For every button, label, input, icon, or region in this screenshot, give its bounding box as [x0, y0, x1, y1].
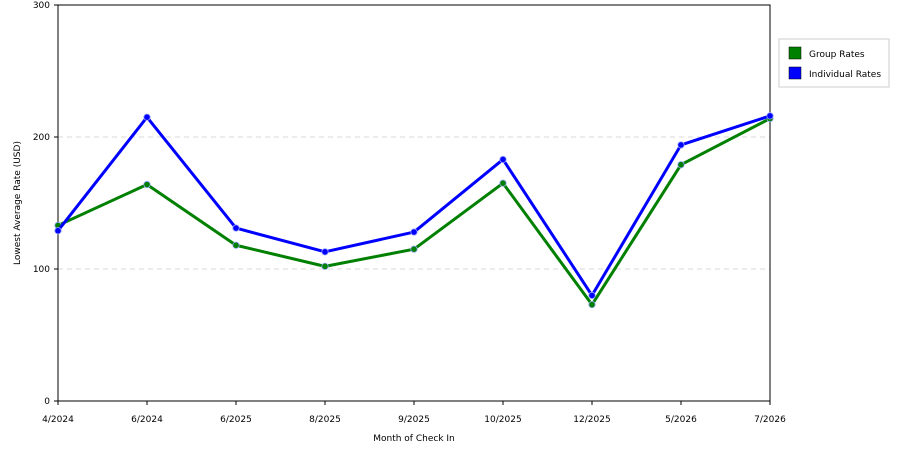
legend-swatch-group-rates [788, 46, 802, 60]
data-point-group-rates [410, 245, 418, 253]
legend-label-individual-rates: Individual Rates [809, 70, 881, 80]
data-point-group-rates [588, 301, 596, 309]
y-tick-label: 200 [33, 133, 50, 143]
x-tick-label: 7/2026 [754, 415, 786, 425]
gridlines [58, 136, 770, 270]
data-point-group-rates [499, 179, 507, 187]
y-tick-label: 0 [44, 397, 50, 407]
series-line-individual-rates [56, 114, 772, 297]
x-tick-label: 10/2025 [484, 415, 521, 425]
legend-label-group-rates: Group Rates [809, 50, 865, 60]
y-axis-title: Lowest Average Rate (USD) [13, 141, 23, 265]
data-point-individual-rates [54, 227, 62, 235]
x-tick-label: 8/2025 [309, 415, 341, 425]
y-tick-label: 300 [33, 1, 50, 11]
x-tick-label: 9/2025 [398, 415, 430, 425]
data-point-individual-rates [410, 228, 418, 236]
data-point-individual-rates [321, 248, 329, 256]
x-tick-label: 6/2025 [220, 415, 252, 425]
series-lines [54, 112, 774, 309]
y-tick-label: 100 [33, 265, 50, 275]
series-line-group-rates [56, 117, 772, 307]
axis-ticks: 0 100 200 300 4/2024 6/2024 6/2025 8/2025 9/2025… [33, 1, 786, 425]
x-tick-label: 4/2024 [42, 415, 74, 425]
data-point-group-rates [143, 180, 151, 189]
data-point-group-rates [321, 262, 329, 270]
legend-swatch-individual-rates [788, 66, 802, 80]
data-point-individual-rates [143, 113, 151, 121]
data-point-individual-rates [232, 224, 240, 232]
data-point-individual-rates [766, 112, 774, 120]
data-point-individual-rates [588, 291, 596, 299]
x-tick-label: 12/2025 [573, 415, 610, 425]
legend: Group Rates Individual Rates [778, 38, 890, 88]
data-point-individual-rates [677, 141, 685, 149]
data-point-group-rates [677, 161, 685, 169]
data-point-group-rates [232, 241, 240, 249]
x-axis-title: Month of Check In [373, 434, 455, 444]
plot-area [57, 4, 771, 402]
x-tick-label: 6/2024 [131, 415, 163, 425]
x-tick-label: 5/2026 [665, 415, 697, 425]
data-point-individual-rates [499, 155, 507, 164]
